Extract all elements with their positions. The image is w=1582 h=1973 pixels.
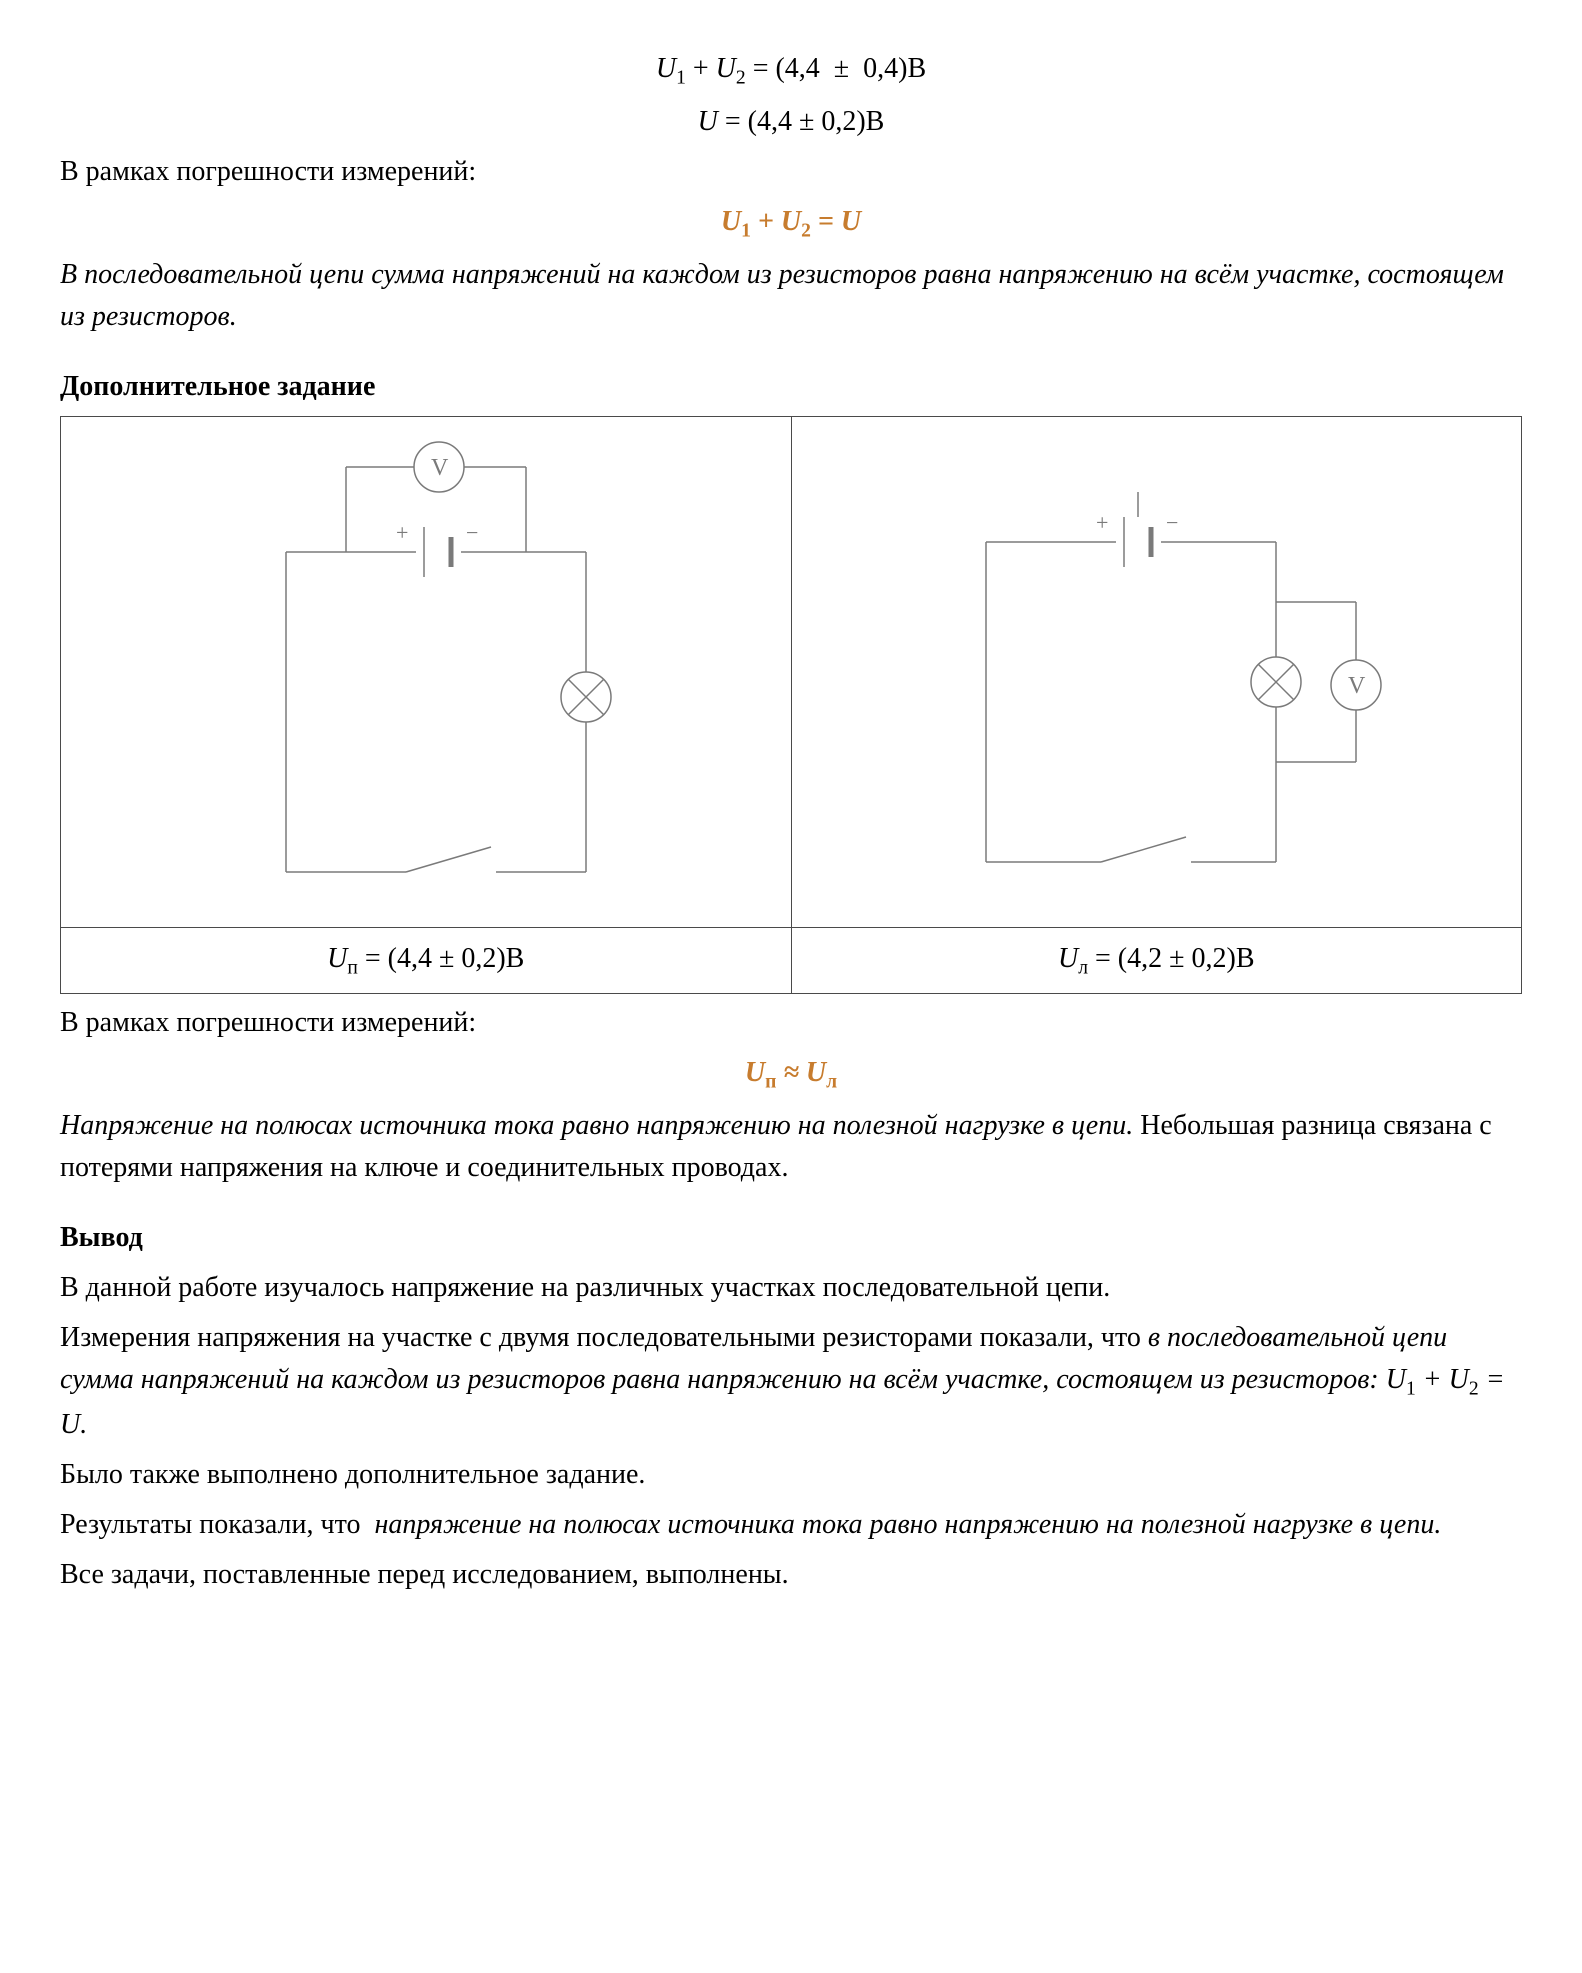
conclusion-p1: В данной работе изучалось напряжение на … <box>60 1267 1522 1309</box>
circuit-right-svg: + − V <box>876 422 1436 922</box>
svg-text:−: − <box>466 520 478 545</box>
svg-text:+: + <box>1096 510 1108 535</box>
eq-highlight-2: Uп ≈ Uл <box>60 1052 1522 1097</box>
additional-task-title: Дополнительное задание <box>60 366 1522 408</box>
within-error-1: В рамках погрешности измерений: <box>60 151 1522 193</box>
conclusion-p2: Измерения напряжения на участке с двумя … <box>60 1317 1522 1446</box>
conclusion-p4: Результаты показали, что напряжение на п… <box>60 1504 1522 1546</box>
svg-text:+: + <box>396 520 408 545</box>
equation-u: U = (4,4 ± 0,2)В <box>60 101 1522 143</box>
svg-text:V: V <box>431 455 449 481</box>
circuit-right-cell: + − V <box>791 416 1522 927</box>
statement-2: Напряжение на полюсах источника тока рав… <box>60 1105 1522 1189</box>
statement-1: В последовательной цепи сумма напряжений… <box>60 254 1522 338</box>
svg-text:−: − <box>1166 510 1178 535</box>
circuits-table: + − V <box>60 416 1522 994</box>
within-error-2: В рамках погрешности измерений: <box>60 1002 1522 1044</box>
conclusion-p5: Все задачи, поставленные перед исследова… <box>60 1554 1522 1596</box>
circuit-right-caption: Uл = (4,2 ± 0,2)В <box>791 927 1522 993</box>
svg-text:V: V <box>1348 673 1366 699</box>
circuit-left-caption: Uп = (4,4 ± 0,2)В <box>61 927 792 993</box>
conclusion-title: Вывод <box>60 1217 1522 1259</box>
eq-highlight-1: U1 + U2 = U <box>60 201 1522 246</box>
conclusion-p3: Было также выполнено дополнительное зада… <box>60 1454 1522 1496</box>
circuit-left-svg: + − V <box>166 422 686 922</box>
circuit-left-cell: + − V <box>61 416 792 927</box>
equation-sum: U1 + U2 = (4,4 ± 0,4)В <box>60 48 1522 93</box>
